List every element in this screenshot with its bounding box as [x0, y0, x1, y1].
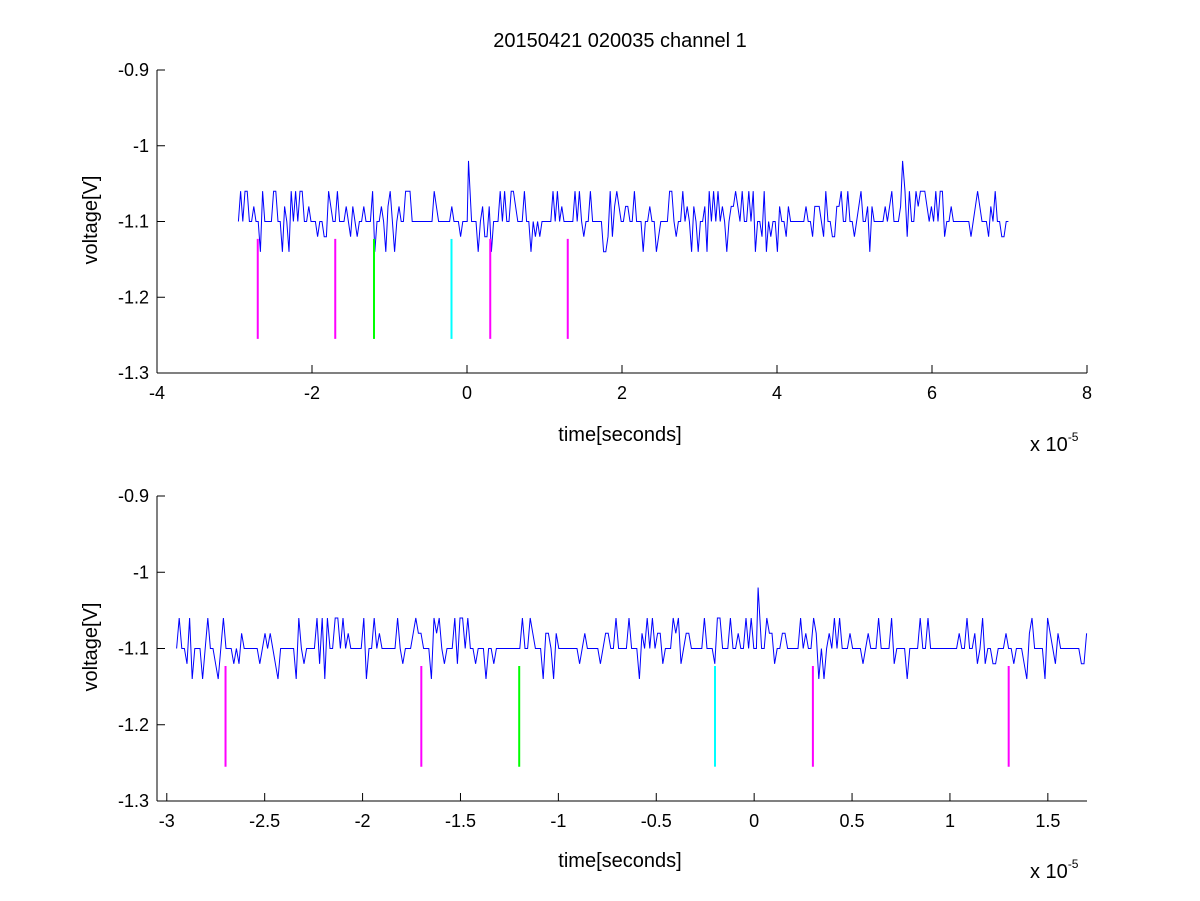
y-tick-label: -1.1	[118, 639, 149, 659]
x-tick-label: 0.5	[840, 811, 865, 831]
markers-top	[256, 238, 569, 339]
x-multiplier-bottom: x 10-5	[1030, 857, 1079, 883]
y-tick-label: -1.2	[118, 287, 149, 307]
x-tick-label: 8	[1082, 383, 1092, 403]
y-tick-label: -1	[133, 562, 149, 582]
x-tick-label: 6	[927, 383, 937, 403]
y-tick-label: -1	[133, 136, 149, 156]
y-tick-label: -0.9	[118, 60, 149, 80]
figure-title: 20150421 020035 channel 1	[493, 30, 747, 52]
x-tick-label: -1	[550, 811, 566, 831]
x-multiplier-exponent-top: -5	[1068, 430, 1079, 444]
x-tick-label: 4	[772, 383, 782, 403]
axes-bottom: -3 -2.5 -2 -1.5 -1 -0.5 0 0.5 1 1.5 -0.9 -1 -1.1 -1.2…	[80, 486, 1088, 883]
x-tick-label: 1.5	[1035, 811, 1060, 831]
x-tick-label: -4	[149, 383, 165, 403]
ticks-top: -4 -2 0 2 4 6 8 -0.9 -1 -1.1 -1.2 -1.3	[118, 60, 1092, 403]
x-tick-label: -3	[159, 811, 175, 831]
ticks-bottom: -3 -2.5 -2 -1.5 -1 -0.5 0 0.5 1 1.5 -0.9 -1 -1.1 -1.2…	[118, 486, 1060, 831]
x-tick-label: -2.5	[249, 811, 280, 831]
ylabel-bottom: voltage[V]	[80, 603, 102, 692]
x-tick-label: 0	[749, 811, 759, 831]
x-tick-label: 2	[617, 383, 627, 403]
signal-trace	[176, 587, 1088, 680]
x-multiplier-exponent-bottom: -5	[1068, 857, 1079, 871]
signal-bottom	[176, 587, 1088, 680]
y-tick-label: -1.3	[118, 791, 149, 811]
xlabel-bottom: time[seconds]	[558, 850, 681, 872]
axes-top: -4 -2 0 2 4 6 8 -0.9 -1 -1.1 -1.2 -1.3 time[seconds…	[80, 60, 1092, 456]
x-tick-label: 0	[462, 383, 472, 403]
x-multiplier-top: x 10-5	[1030, 430, 1079, 456]
signal-trace	[237, 160, 1009, 253]
x-tick-label: -2	[355, 811, 371, 831]
markers-bottom	[224, 666, 1010, 767]
xlabel-top: time[seconds]	[558, 424, 681, 446]
x-tick-label: -2	[304, 383, 320, 403]
y-tick-label: -1.3	[118, 363, 149, 383]
x-tick-label: 1	[945, 811, 955, 831]
x-tick-label: -0.5	[641, 811, 672, 831]
ylabel-top: voltage[V]	[80, 176, 102, 265]
x-tick-label: -1.5	[445, 811, 476, 831]
y-tick-label: -1.2	[118, 715, 149, 735]
y-tick-label: -1.1	[118, 212, 149, 232]
y-tick-label: -0.9	[118, 486, 149, 506]
signal-top	[237, 160, 1009, 253]
